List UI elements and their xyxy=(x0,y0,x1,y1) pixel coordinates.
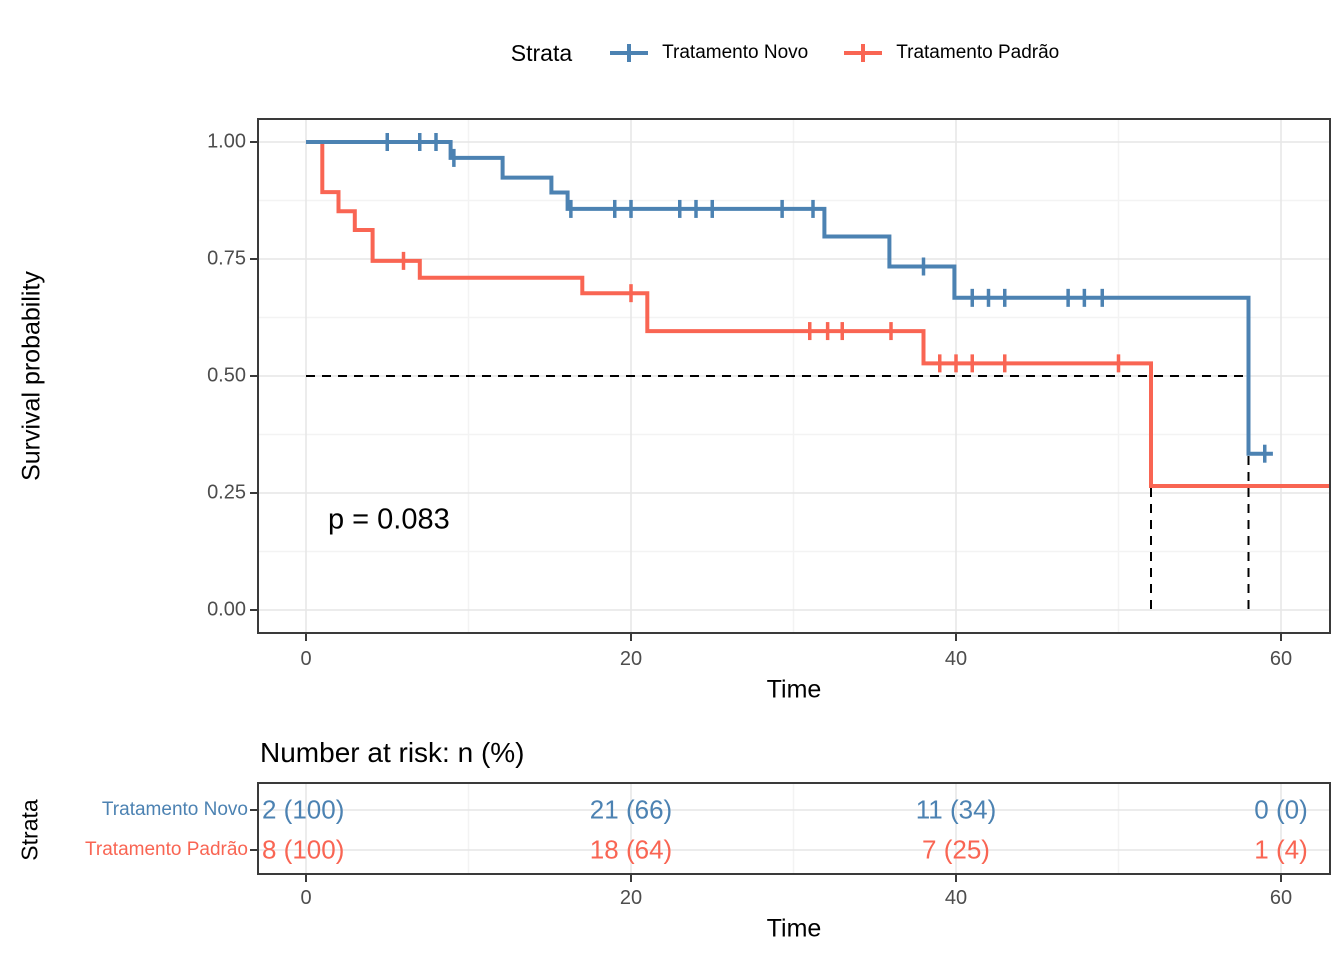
x-tick-label-60: 60 xyxy=(1269,648,1293,670)
risk-value-padrao-t20: 18 (64) xyxy=(589,834,673,865)
x-tick-label-20: 20 xyxy=(619,648,643,670)
censor-marks-novo xyxy=(385,133,1267,463)
risk-x-tick-label-60: 60 xyxy=(1269,887,1293,909)
y-axis-title: Survival probability xyxy=(17,271,46,481)
risk-value-novo-t20: 21 (66) xyxy=(589,794,673,825)
x-axis-title: Time xyxy=(766,675,822,704)
x-tick-label-40: 40 xyxy=(944,648,968,670)
risk-x-tick-label-0: 0 xyxy=(300,887,312,909)
censor-marks-padrao xyxy=(401,251,1121,373)
risk-value-padrao-t40: 7 (25) xyxy=(922,834,990,865)
y-tick-label-050: 0.50 xyxy=(207,364,246,387)
risk-table-title: Number at risk: n (%) xyxy=(260,737,525,768)
risk-value-padrao-t60: 1 (4) xyxy=(1254,834,1308,865)
risk-value-padrao-t0: 8 (100) xyxy=(262,834,345,865)
y-tick-label-000: 0.00 xyxy=(207,598,246,621)
survival-curves xyxy=(306,133,1330,488)
legend-item-novo-label: Tratamento Novo xyxy=(662,42,809,63)
y-tick-label-025: 0.25 xyxy=(207,481,246,504)
legend-item-padrao[interactable]: Tratamento Padrão xyxy=(844,42,1059,64)
legend-item-padrao-label: Tratamento Padrão xyxy=(896,42,1060,63)
padrao-cross-icon xyxy=(844,43,883,63)
risk-row-label-padrao: Tratamento Padrão xyxy=(85,839,248,860)
x-tick-label-0: 0 xyxy=(300,648,312,670)
risk-x-tick-label-40: 40 xyxy=(944,887,968,909)
risk-value-novo-t0: 2 (100) xyxy=(262,794,345,825)
axis-tick-marks xyxy=(250,141,1282,882)
risk-x-axis-title: Time xyxy=(766,914,822,943)
survival-curve-padrao xyxy=(306,140,1330,488)
y-tick-label-075: 0.75 xyxy=(207,247,246,270)
risk-row-label-novo: Tratamento Novo xyxy=(101,799,248,820)
risk-value-novo-t60: 0 (0) xyxy=(1254,794,1308,825)
risk-panel-border xyxy=(257,782,1331,875)
legend-item-novo[interactable]: Tratamento Novo xyxy=(610,42,808,64)
risk-value-novo-t40: 11 (34) xyxy=(915,794,997,825)
risk-x-tick-label-20: 20 xyxy=(619,887,643,909)
p-value-annotation: p = 0.083 xyxy=(328,503,450,536)
y-tick-label-100: 1.00 xyxy=(207,130,246,153)
legend-title: Strata xyxy=(510,39,573,66)
survival-curve-novo xyxy=(306,140,1273,456)
novo-cross-icon xyxy=(610,43,649,63)
legend: Strata Tratamento Novo Tratamento Padrão xyxy=(258,34,1330,72)
